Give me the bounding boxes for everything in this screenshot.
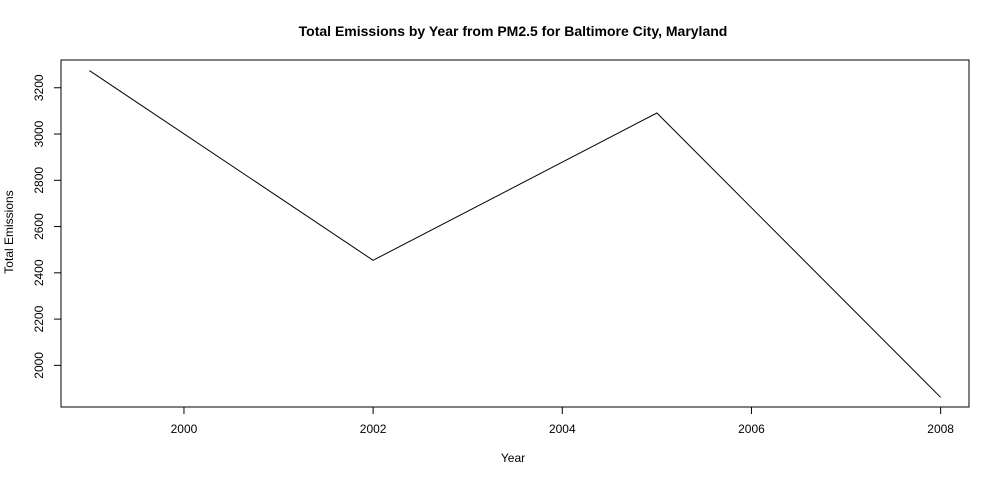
series-layer	[89, 70, 941, 398]
x-axis: 2000 2002 2004 2006 2008	[171, 406, 954, 436]
y-tick-label: 3200	[32, 74, 46, 101]
y-tick-label: 2400	[32, 259, 46, 286]
x-tick-label: 2004	[549, 422, 576, 436]
x-tick-label: 2008	[927, 422, 954, 436]
y-axis-label: Total Emissions	[2, 190, 16, 273]
y-tick-label: 2600	[32, 213, 46, 240]
chart-title: Total Emissions by Year from PM2.5 for B…	[299, 23, 728, 39]
y-tick-label: 2200	[32, 305, 46, 332]
plot-frame	[60, 59, 970, 408]
x-axis-label: Year	[501, 451, 525, 465]
series-line	[89, 70, 941, 398]
x-tick-label: 2000	[171, 422, 198, 436]
y-tick-label: 3000	[32, 120, 46, 147]
y-axis: 2000 2200 2400 2600 2800 3000 3200	[32, 74, 62, 379]
x-tick-label: 2002	[360, 422, 387, 436]
y-tick-label: 2800	[32, 167, 46, 194]
x-tick-label: 2006	[738, 422, 765, 436]
y-tick-label: 2000	[32, 352, 46, 379]
